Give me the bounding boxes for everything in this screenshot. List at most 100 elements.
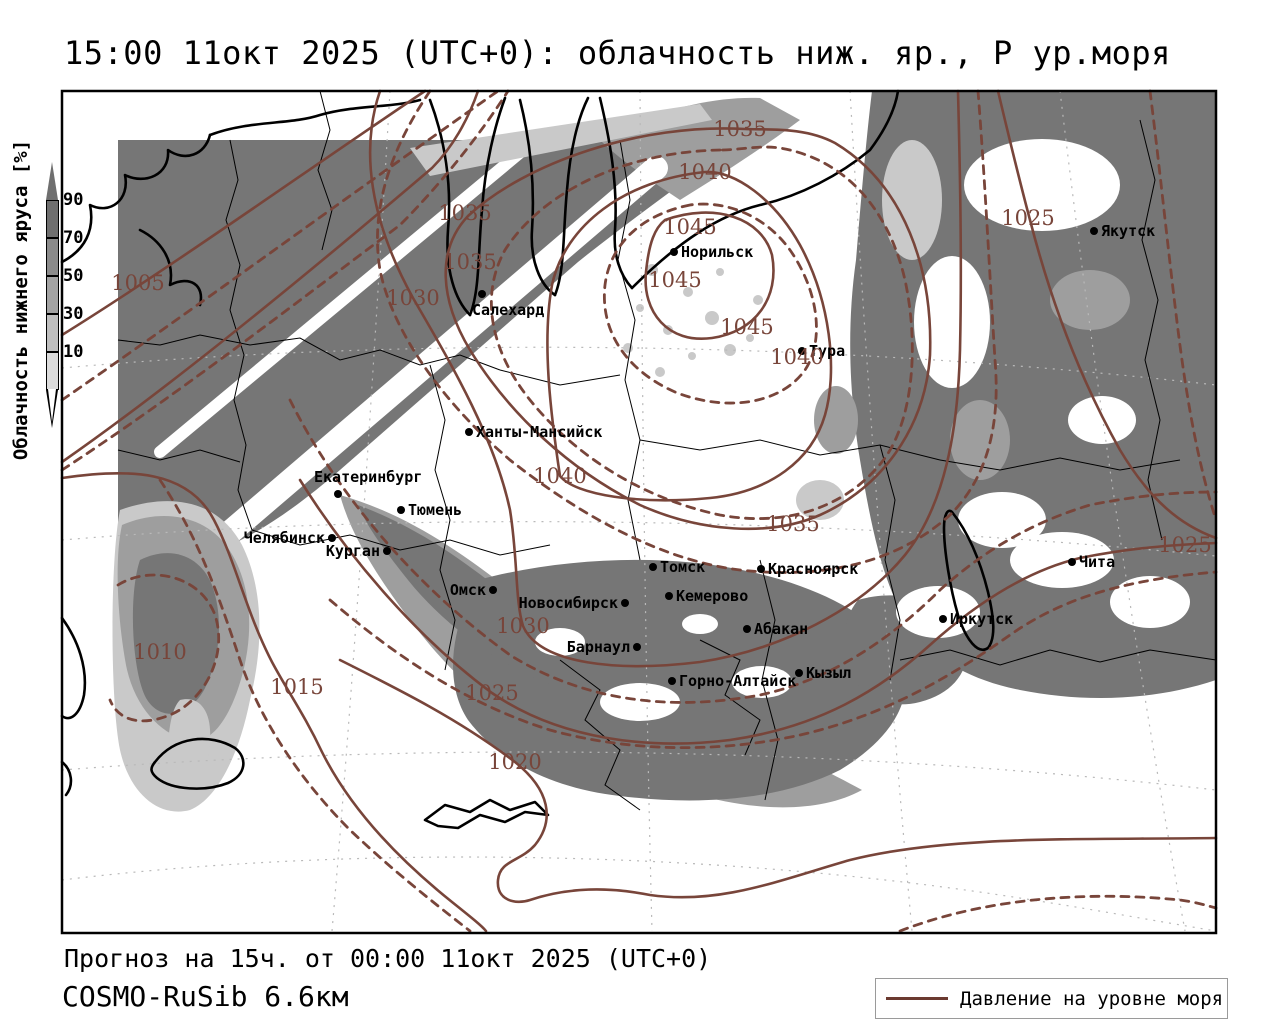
colorbar-tick-90: 90	[63, 190, 84, 210]
isobar-label-1030: 1030	[386, 286, 440, 310]
city-label: Омск	[449, 581, 486, 599]
cloud-layer	[112, 91, 1216, 812]
city-label: Екатеринбург	[314, 468, 423, 486]
city-label: Иркутск	[950, 610, 1014, 628]
isobar-label-1040: 1040	[678, 160, 732, 184]
isobar-layer	[60, 89, 1218, 933]
isobar-1012-s	[158, 478, 472, 933]
isobar-1015	[60, 471, 488, 933]
isobar-1032	[376, 89, 998, 574]
city-label: Горно-Алтайск	[679, 672, 797, 690]
city-label: Барнаул	[566, 638, 630, 656]
colorbar-title: Облачность нижнего яруса [%]	[10, 139, 32, 461]
coastlines	[60, 89, 995, 830]
city-dot	[757, 565, 765, 573]
page-title: 15:00 11окт 2025 (UTC+0): облачность ниж…	[64, 34, 1171, 72]
colorbar-arrow-down-fill	[48, 389, 56, 422]
city-dot	[939, 615, 947, 623]
pressure-legend-label: Давление на уровне моря	[960, 987, 1224, 1010]
pressure-line-sample	[886, 997, 948, 1000]
city-label: Красноярск	[768, 560, 859, 578]
colorbar-segment	[46, 200, 59, 238]
colorbar-segment	[46, 314, 59, 352]
isobar-label-1005: 1005	[111, 271, 165, 295]
colorbar-tick-50: 50	[63, 266, 84, 286]
isobar-1010-sw	[108, 573, 221, 723]
isobar-label-1035: 1035	[766, 512, 820, 536]
isobar-1022	[328, 570, 1218, 750]
isobar-1030	[368, 89, 963, 668]
city-dot	[798, 347, 806, 355]
model-name: COSMO-RuSib 6.6км	[62, 980, 349, 1013]
isobar-1012	[60, 89, 510, 472]
graticule	[61, 90, 1217, 932]
city-dot	[478, 290, 486, 298]
map-frame	[60, 89, 1218, 935]
isobar-1020	[338, 658, 1218, 904]
isobar-label-1035: 1035	[713, 117, 767, 141]
colorbar-segment	[46, 276, 59, 314]
isobar-1022-e	[1148, 89, 1218, 522]
isobar-label-1035: 1035	[443, 250, 497, 274]
city-dot	[489, 586, 497, 594]
isobar-label-1025: 1025	[1001, 206, 1055, 230]
city-dot	[668, 677, 676, 685]
city-dot	[633, 643, 641, 651]
isobar-1007	[60, 89, 500, 402]
isobar-1027	[288, 398, 1218, 704]
city-label: Ханты-Мансийск	[476, 423, 603, 441]
isobar-1042	[602, 202, 818, 405]
city-dot	[665, 592, 673, 600]
city-dot	[328, 534, 336, 542]
isobar-1017	[898, 894, 1218, 933]
isobar-label-1030: 1030	[496, 614, 550, 638]
city-label: Кызыл	[806, 664, 852, 682]
city-dot	[465, 428, 473, 436]
forecast-info: Прогноз на 15ч. от 00:00 11окт 2025 (UTC…	[64, 944, 712, 973]
isobar-1010	[60, 89, 480, 464]
city-dot	[795, 669, 803, 677]
city-dot	[743, 625, 751, 633]
city-label: Кемерово	[676, 587, 749, 605]
isobar-1005	[60, 89, 427, 337]
city-label: Тюмень	[408, 501, 463, 519]
colorbar-tick-30: 30	[63, 304, 84, 324]
isobar-label-1010: 1010	[133, 640, 187, 664]
city-label: Курган	[325, 542, 380, 560]
city-dot	[621, 599, 629, 607]
isobar-label-1025: 1025	[465, 681, 519, 705]
colorbar-tick-10: 10	[63, 342, 84, 362]
colorbar-tick-70: 70	[63, 228, 84, 248]
city-label: Норильск	[681, 243, 754, 261]
city-label: Новосибирск	[518, 594, 618, 612]
isobar-label-1040: 1040	[533, 464, 587, 488]
city-label: Тура	[809, 342, 846, 360]
colorbar-arrow-up	[46, 162, 58, 200]
city-label: Якутск	[1101, 222, 1156, 240]
colorbar-segment	[46, 352, 59, 390]
norilsk-speckle	[623, 264, 763, 377]
isobar-1025-s	[298, 478, 1218, 745]
isobar-label-1040: 1040	[770, 345, 824, 369]
city-dot	[397, 506, 405, 514]
city-dot	[649, 563, 657, 571]
city-label: Челябинск	[243, 529, 325, 547]
isobar-label-1045: 1045	[720, 315, 774, 339]
isobar-label-1020: 1020	[488, 750, 542, 774]
isobar-1025-e	[996, 89, 1218, 540]
city-label: Чита	[1079, 553, 1116, 571]
isobar-label-1035: 1035	[438, 201, 492, 225]
city-dot	[383, 547, 391, 555]
city-dot	[1090, 227, 1098, 235]
isobar-1040	[546, 170, 833, 502]
isobar-1045	[644, 211, 775, 341]
pressure-legend-box: Давление на уровне моря	[875, 978, 1228, 1019]
city-dot	[1068, 558, 1076, 566]
city-dot	[670, 248, 678, 256]
isobar-label-1015: 1015	[270, 675, 324, 699]
colorbar-segment	[46, 238, 59, 276]
isobar-label-1045: 1045	[648, 268, 702, 292]
isobar-1035	[444, 127, 932, 531]
